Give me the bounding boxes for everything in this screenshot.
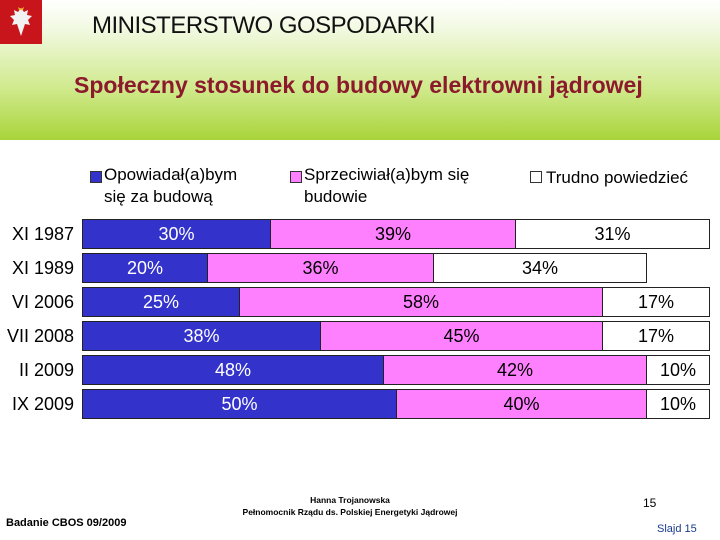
category-label: II 2009 [18,360,74,380]
bar-segment: 58% [239,287,603,317]
bar-segment: 34% [433,253,647,283]
bar-segment: 36% [207,253,434,283]
legend-label-series-1-line-1: Sprzeciwiał(a)bym się [304,165,470,184]
bar-value-label: 40% [503,393,540,414]
bar-segment: 38% [82,321,321,351]
bar-value-label: 42% [496,359,534,380]
category-label: XI 1989 [11,258,74,278]
bar-value-label: 10% [659,359,697,380]
author-name: Hanna Trojanowska [310,495,390,505]
bar-value-label: 31% [594,223,631,244]
legend-label-series-1-line-2: budowie [304,187,368,206]
chart-title: Społeczny stosunek do budowy elektrowni … [74,72,643,98]
bar-segment: 25% [82,287,240,317]
bar-segment: 17% [602,321,710,351]
bar-value-label: 17% [637,291,675,312]
legend-swatch-series-0 [90,171,102,183]
bar-segment: 39% [270,219,516,249]
bar-segment: 17% [602,287,710,317]
bar-segment: 48% [82,355,384,385]
category-label: VI 2006 [11,292,74,312]
legend-label-series-0-line-1: Opowiadał(a)bym [104,165,238,184]
polish-eagle-emblem-icon [0,0,42,44]
bar-value-label: 17% [637,325,675,346]
category-label: XI 1987 [11,224,74,244]
bar-segment: 10% [646,389,710,419]
legend-label-series-0-line-2: się za budową [104,187,213,206]
bar-value-label: 25% [142,291,180,312]
bar-value-label: 45% [443,325,480,346]
bar-segment: 42% [383,355,647,385]
legend-swatch-series-2 [530,171,542,183]
slide-number: Slajd 15 [657,523,697,535]
bar-value-label: 58% [402,291,440,312]
bar-segment: 10% [646,355,710,385]
legend-label-series-0: Opowiadał(a)bym się za budową [104,164,237,208]
bar-segment: 30% [82,219,271,249]
category-label: IX 2009 [11,394,74,414]
legend-label-series-2-line-1: Trudno powiedzieć [546,168,689,187]
slide-header: MINISTERSTWO GOSPODARKI Społeczny stosun… [0,0,720,140]
bar-value-label: 20% [126,257,164,278]
author-block: Hanna Trojanowska Pełnomocnik Rządu ds. … [200,494,500,518]
ministry-name: MINISTERSTWO GOSPODARKI [92,12,436,39]
legend-swatch-series-1 [290,171,302,183]
page-number: 15 [643,496,657,510]
legend-label-series-1: Sprzeciwiał(a)bym się budowie [304,164,469,208]
legend-label-series-2: Trudno powiedzieć [546,167,688,189]
bar-value-label: 39% [374,223,412,244]
bar-value-label: 38% [183,325,220,346]
bar-value-label: 36% [302,257,339,278]
bar-value-label: 34% [521,257,559,278]
bar-segment: 50% [82,389,397,419]
bar-segment: 45% [320,321,603,351]
bar-value-label: 48% [214,359,252,380]
bar-segment: 40% [396,389,647,419]
bar-segment: 31% [515,219,710,249]
source-note: Badanie CBOS 09/2009 [6,517,127,529]
category-label: VII 2008 [6,326,74,346]
bar-value-label: 30% [158,223,195,244]
bar-value-label: 10% [659,393,697,414]
bar-segment: 20% [82,253,208,283]
bar-value-label: 50% [221,393,258,414]
author-role: Pełnomocnik Rządu ds. Polskiej Energetyk… [242,507,458,517]
